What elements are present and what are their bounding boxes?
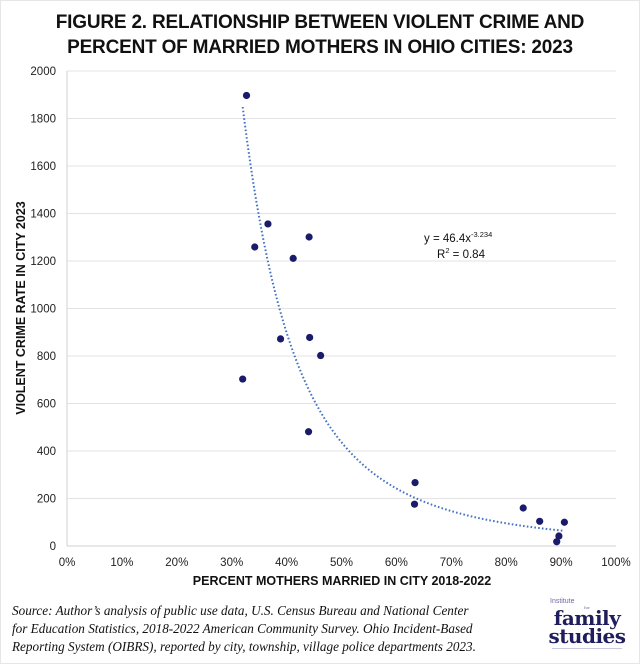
x-tick-label: 10%	[110, 557, 133, 569]
data-point	[555, 532, 563, 540]
y-tick-label: 1600	[30, 161, 56, 173]
x-axis-label: PERCENT MOTHERS MARRIED IN CITY 2018-202…	[193, 574, 491, 588]
r2-label: R	[437, 249, 445, 261]
y-tick-label: 1800	[30, 114, 56, 126]
data-point	[239, 375, 247, 383]
source-note: Source: Author’s analysis of public use …	[12, 602, 512, 656]
x-tick-label: 80%	[495, 557, 518, 569]
data-points	[239, 91, 568, 546]
data-point	[560, 518, 568, 526]
trendline-r-squared: R2 = 0.84	[437, 246, 486, 261]
x-tick-label: 0%	[59, 557, 76, 569]
gridlines	[67, 70, 616, 499]
axes	[66, 71, 616, 547]
equation-base: y = 46.4x	[424, 233, 471, 245]
data-point	[251, 243, 259, 251]
source-line-1: Source: Author’s analysis of public use …	[12, 603, 469, 618]
chart-title-line-1: FIGURE 2. RELATIONSHIP BETWEEN VIOLENT C…	[55, 12, 585, 33]
x-tick-label: 30%	[220, 557, 243, 569]
data-point	[306, 333, 314, 342]
chart-title-line-2: PERCENT OF MARRIED MOTHERS IN OHIO CITIE…	[67, 37, 573, 58]
y-tick-label: 1000	[30, 304, 56, 316]
data-point	[410, 500, 419, 508]
x-tick-label: 100%	[601, 557, 630, 569]
chart-title: FIGURE 2. RELATIONSHIP BETWEEN VIOLENT C…	[0, 10, 640, 60]
data-point	[305, 233, 313, 241]
data-point	[411, 478, 419, 487]
y-tick-label: 2000	[30, 66, 56, 78]
x-tick-label: 90%	[550, 557, 573, 569]
logo-institute: Institute	[550, 598, 575, 605]
logo-family: family	[553, 606, 621, 630]
x-tick-label: 20%	[165, 557, 188, 569]
data-point	[553, 538, 561, 546]
trendline-equation: y = 46.4x-3.234	[424, 230, 492, 245]
y-tick-label: 400	[37, 446, 56, 458]
x-tick-labels: 0% 10% 20% 30% 40% 50% 60% 70% 80% 90% 100%	[59, 557, 631, 569]
y-tick-label: 800	[37, 351, 56, 363]
y-tick-label: 600	[37, 399, 56, 411]
x-tick-label: 70%	[440, 557, 463, 569]
data-point	[304, 428, 313, 436]
source-line-2: for Education Statistics, 2018-2022 Amer…	[12, 621, 473, 636]
data-point	[289, 254, 297, 262]
logo-underline	[552, 648, 622, 649]
y-tick-label: 1400	[30, 209, 56, 221]
y-tick-label: 200	[37, 494, 56, 506]
ifs-logo: Institute for family studies	[548, 598, 626, 649]
y-axis-label: VIOLENT CRIME RATE IN CITY 2023	[14, 201, 28, 415]
scatter-chart: 0 200 400 600 800 1000 1200 1400 1600 1800 2000 0%…	[14, 66, 631, 588]
equation-exponent: -3.234	[471, 230, 492, 239]
x-tick-label: 40%	[275, 557, 298, 569]
data-point	[536, 517, 544, 525]
r2-value: = 0.84	[449, 249, 485, 261]
x-tick-label: 50%	[330, 557, 353, 569]
logo-studies: studies	[548, 624, 626, 648]
r2-superscript: 2	[445, 246, 449, 255]
x-tick-label: 60%	[385, 557, 408, 569]
source-line-3: Reporting System (OIBRS), reported by ci…	[12, 639, 476, 654]
y-tick-label: 1200	[30, 256, 56, 268]
y-tick-labels: 0 200 400 600 800 1000 1200 1400 1600 1800 2000	[30, 66, 56, 553]
trendline	[241, 106, 565, 532]
data-point	[242, 91, 251, 100]
data-point	[276, 335, 285, 343]
data-point	[317, 351, 325, 360]
data-point	[519, 504, 527, 512]
data-point	[264, 220, 272, 228]
y-tick-label: 0	[50, 541, 56, 553]
logo-for: for	[584, 605, 590, 610]
